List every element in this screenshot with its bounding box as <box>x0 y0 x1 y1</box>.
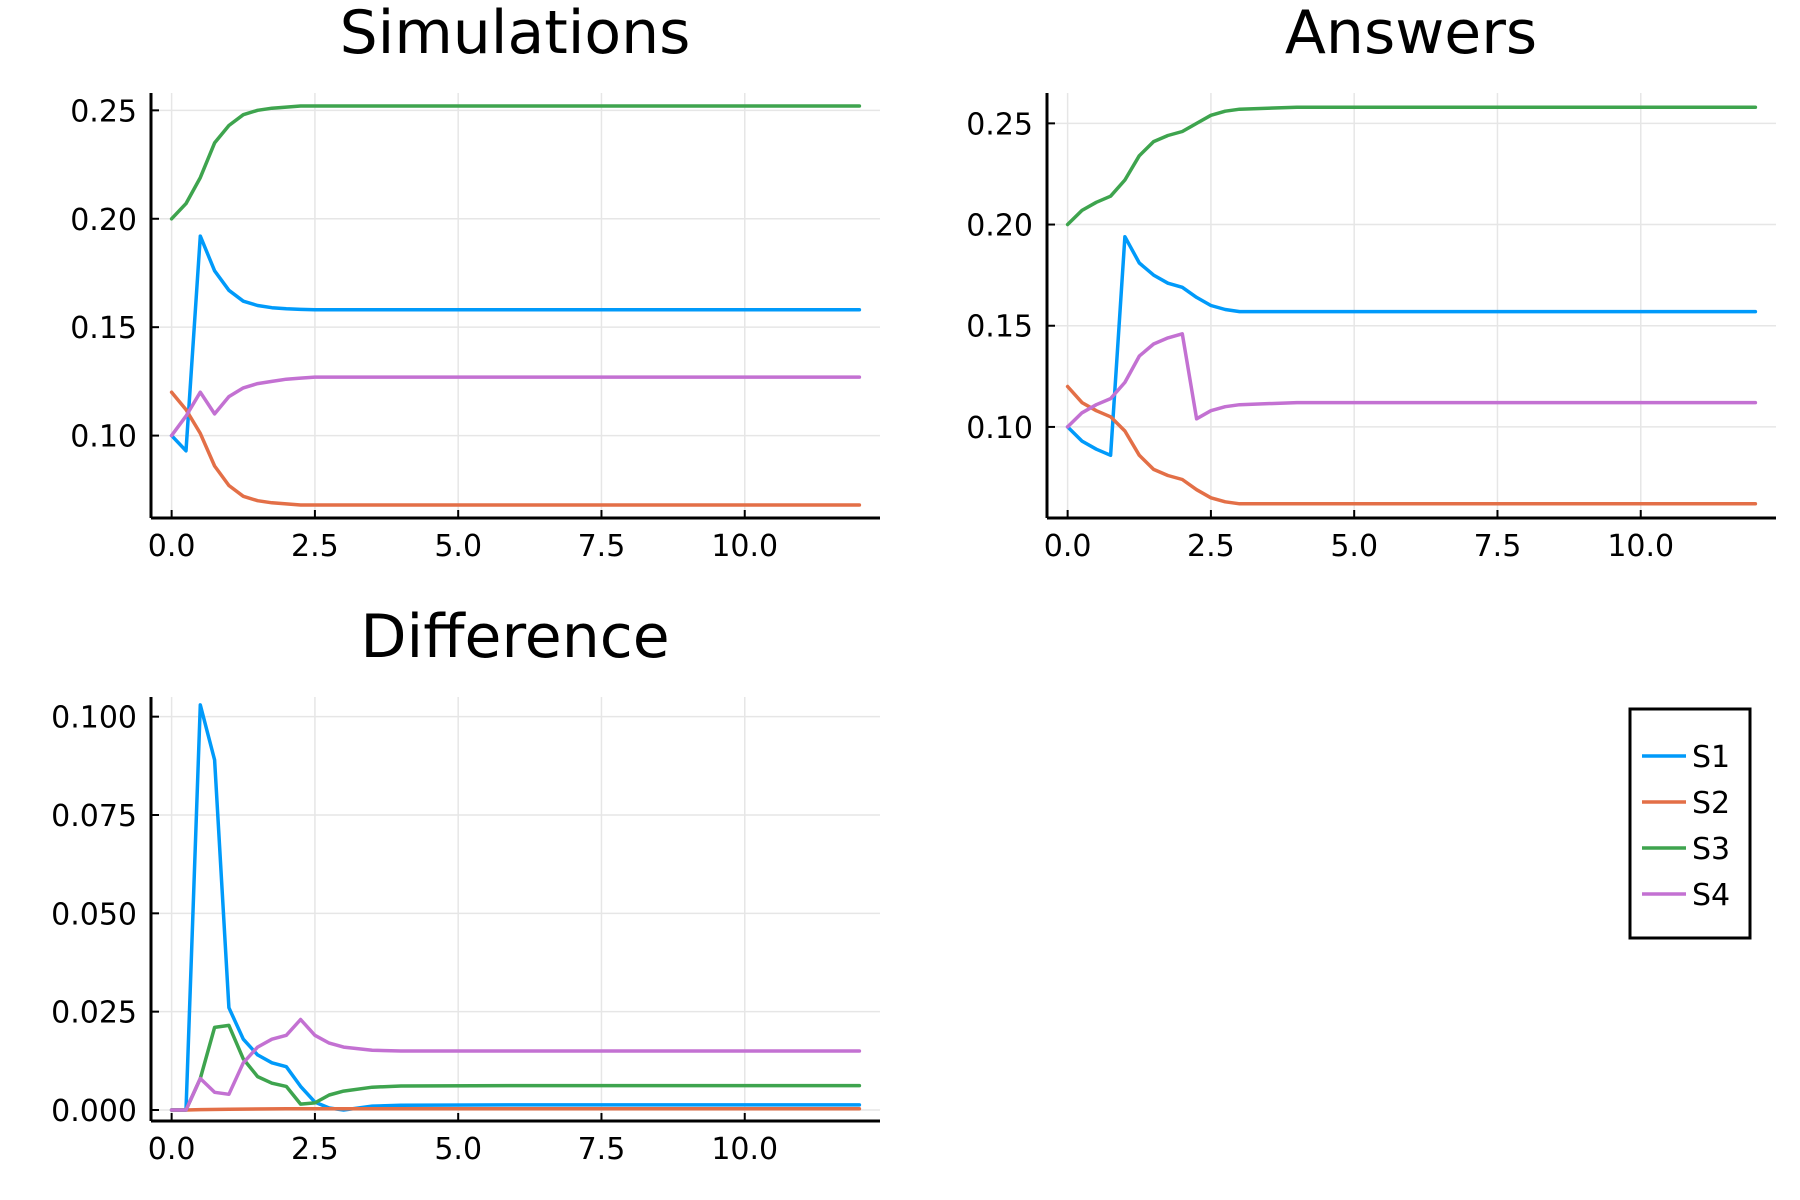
y-tick-label: 0.100 <box>51 701 137 736</box>
x-tick-label: 7.5 <box>578 1132 626 1167</box>
y-tick-label: 0.050 <box>51 897 137 932</box>
y-tick-label: 0.25 <box>966 107 1033 142</box>
y-tick-label: 0.20 <box>966 209 1033 244</box>
series-line-s1 <box>1065 234 1758 458</box>
y-tick-label: 0.10 <box>70 420 137 455</box>
legend-label-s4: S4 <box>1692 878 1730 913</box>
legend: S1 S2 S3 S4 <box>1628 707 1752 940</box>
series-line-s4 <box>1065 332 1758 429</box>
x-tick-label: 0.0 <box>1044 529 1092 564</box>
x-tick-label: 10.0 <box>711 1132 778 1167</box>
y-tick-label: 0.10 <box>966 411 1033 446</box>
series-line-s2 <box>169 1107 862 1112</box>
x-tick-label: 0.0 <box>148 1132 196 1167</box>
x-tick-label: 2.5 <box>1187 529 1235 564</box>
x-tick-label: 10.0 <box>711 529 778 564</box>
series-line-s1 <box>169 703 862 1112</box>
panel-title: Simulations <box>340 0 691 68</box>
series-line-s3 <box>1065 105 1758 227</box>
x-tick-label: 5.0 <box>1330 529 1378 564</box>
y-tick-label: 0.15 <box>966 310 1033 345</box>
y-tick-label: 0.025 <box>51 996 137 1031</box>
legend-box <box>1628 707 1752 940</box>
panel-answers: Answers 0.0 2.5 5.0 7.5 10.0 0.10 0.15 0.20 0.25 <box>966 0 1776 564</box>
series-line-s4 <box>169 375 862 438</box>
panel-simulations: Simulations 0.0 2.5 5.0 7.5 10.0 0.10 0.15 0.20 0… <box>70 0 880 564</box>
y-tick-label: 0.000 <box>51 1094 137 1129</box>
y-tick-label: 0.25 <box>70 94 137 129</box>
x-tick-label: 7.5 <box>578 529 626 564</box>
legend-label-s2: S2 <box>1692 786 1730 821</box>
x-tick-label: 2.5 <box>291 1132 339 1167</box>
y-tick-label: 0.20 <box>70 203 137 238</box>
y-tick-label: 0.075 <box>51 799 137 834</box>
series-line-s3 <box>169 1023 862 1112</box>
panel-title: Answers <box>1285 0 1537 68</box>
x-tick-label: 5.0 <box>434 529 482 564</box>
x-tick-label: 2.5 <box>291 529 339 564</box>
y-tick-label: 0.15 <box>70 311 137 346</box>
series-line-s3 <box>169 104 862 221</box>
x-tick-label: 10.0 <box>1607 529 1674 564</box>
series-line-s1 <box>169 234 862 453</box>
series-line-s4 <box>169 1017 862 1112</box>
legend-label-s3: S3 <box>1692 832 1730 867</box>
panel-title: Difference <box>360 602 669 672</box>
x-tick-label: 5.0 <box>434 1132 482 1167</box>
series-line-s2 <box>1065 384 1758 506</box>
panel-difference: Difference 0.0 2.5 5.0 7.5 10.0 0.000 0.025 0.05… <box>51 602 880 1167</box>
legend-label-s1: S1 <box>1692 740 1730 775</box>
x-tick-label: 7.5 <box>1474 529 1522 564</box>
series-line-s2 <box>169 390 862 507</box>
x-tick-label: 0.0 <box>148 529 196 564</box>
